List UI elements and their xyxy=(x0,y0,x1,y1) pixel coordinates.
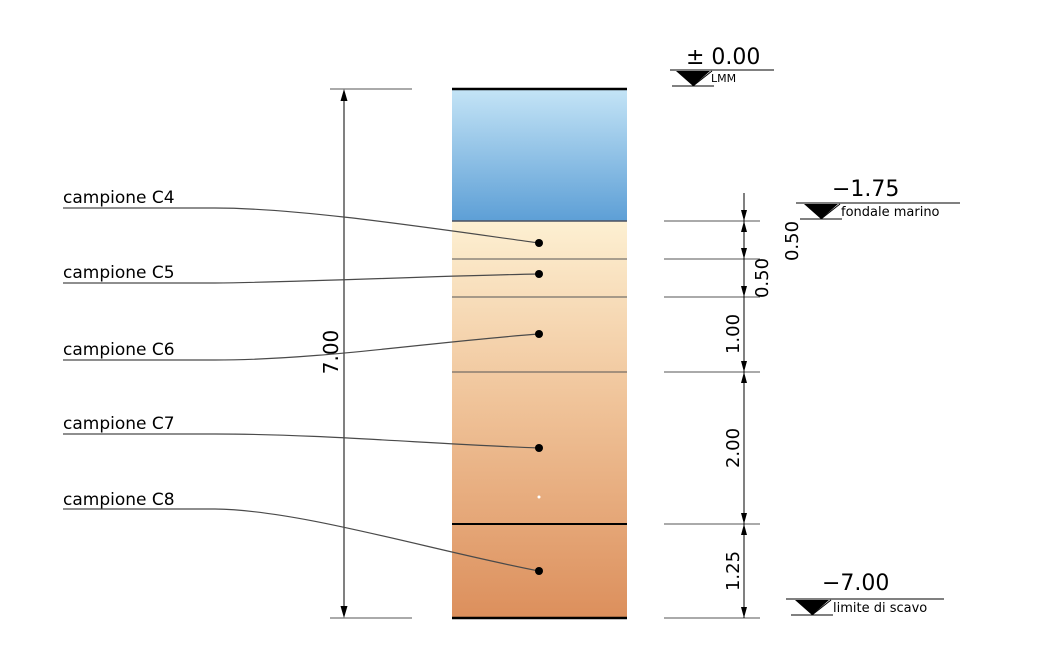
level-value: −1.75 xyxy=(832,177,899,202)
level-marker-seabed: −1.75 fondale marino xyxy=(796,177,960,220)
leader-line xyxy=(63,333,540,361)
sample-point xyxy=(535,567,543,575)
sample-point xyxy=(535,239,543,247)
level-description: limite di scavo xyxy=(833,601,927,616)
thickness-label: 0.50 xyxy=(782,221,803,261)
small-dot xyxy=(537,495,541,499)
thickness-label: 1.25 xyxy=(723,551,744,591)
level-description: fondale marino xyxy=(841,205,940,220)
sample-callout-c5: campione C5 xyxy=(63,263,543,284)
leader-line xyxy=(63,433,540,449)
water-layer xyxy=(452,89,627,221)
level-triangle-icon xyxy=(676,71,710,86)
arrow-down-icon xyxy=(340,606,348,618)
sample-point xyxy=(535,444,543,452)
thickness-label: 2.00 xyxy=(723,428,744,468)
level-triangle-icon xyxy=(795,600,829,615)
level-description: LMM xyxy=(711,72,736,85)
thickness-label: 0.50 xyxy=(752,258,773,298)
sample-callout-c6: campione C6 xyxy=(63,330,543,361)
leader-line xyxy=(63,273,540,284)
level-value: ± 0.00 xyxy=(686,45,760,70)
thickness-dimension-chain xyxy=(664,193,760,619)
sample-point xyxy=(535,270,543,278)
thickness-label: 1.00 xyxy=(723,314,744,354)
leader-line xyxy=(63,508,540,572)
total-depth-label: 7.00 xyxy=(319,330,343,375)
leader-line xyxy=(63,207,540,244)
level-triangle-icon xyxy=(804,204,838,219)
sample-point xyxy=(535,330,543,338)
dimension-tick-icons xyxy=(741,210,747,618)
sediment-layer xyxy=(452,221,627,618)
level-marker-excavation: −7.00 limite di scavo xyxy=(786,571,944,616)
sample-label: campione C6 xyxy=(63,340,175,360)
sample-label: campione C8 xyxy=(63,490,175,510)
level-marker-lmm: ± 0.00 LMM xyxy=(670,45,774,87)
sample-callout-c7: campione C7 xyxy=(63,414,543,452)
sample-label: campione C5 xyxy=(63,263,175,283)
arrow-up-icon xyxy=(340,89,348,101)
level-value: −7.00 xyxy=(822,571,889,596)
sample-callout-c8: campione C8 xyxy=(63,490,543,575)
sample-label: campione C7 xyxy=(63,414,175,434)
sample-label: campione C4 xyxy=(63,188,175,208)
sample-callout-c4: campione C4 xyxy=(63,188,543,247)
